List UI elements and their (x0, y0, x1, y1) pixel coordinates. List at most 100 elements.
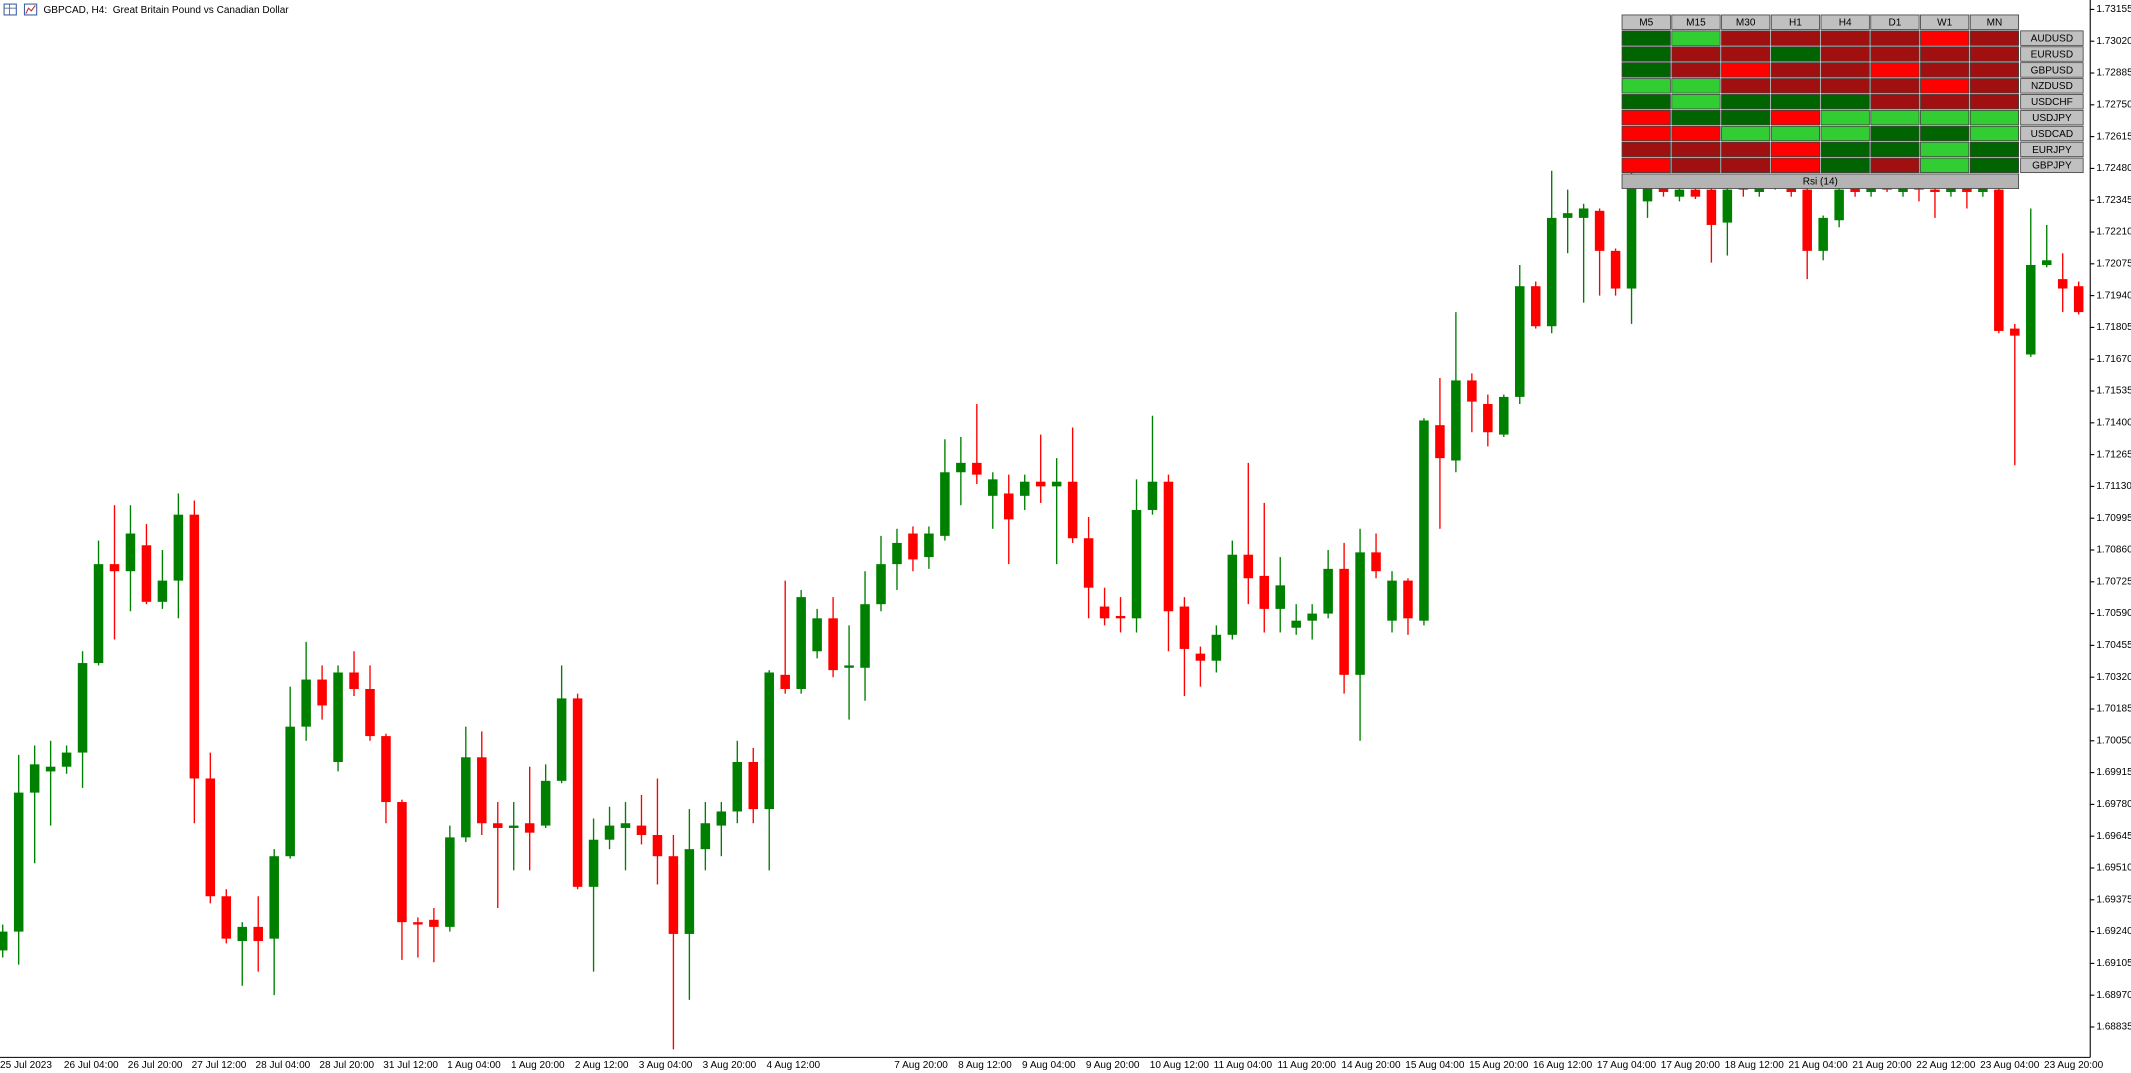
candle-body (492, 823, 503, 828)
candle-body (1674, 189, 1685, 197)
y-tick-label: 1.70320 (2096, 672, 2131, 683)
panel-symbol-cell (2020, 141, 2084, 158)
panel-cell (1820, 157, 1870, 174)
panel-cell (1969, 30, 2020, 46)
x-tick-label: 21 Aug 20:00 (1852, 1060, 1912, 1071)
x-tick-label: 25 Jul 2023 (0, 1060, 52, 1071)
y-tick-label: 1.70455 (2096, 640, 2131, 651)
panel-symbol-cell (2020, 30, 2084, 46)
y-tick-label: 1.70590 (2096, 608, 2131, 619)
candle-body (1530, 286, 1541, 327)
candle-body (1115, 615, 1126, 619)
candle-body (189, 514, 200, 779)
x-tick-label: 1 Aug 20:00 (511, 1060, 565, 1071)
candle-body (253, 926, 263, 942)
candle-body (0, 931, 8, 951)
panel-cell (1870, 125, 1920, 142)
y-tick-label: 1.69645 (2096, 831, 2131, 842)
x-tick-label: 17 Aug 20:00 (1661, 1060, 1721, 1071)
candle-body (221, 896, 232, 939)
panel-cell (1870, 46, 1920, 62)
x-tick-label: 4 Aug 12:00 (767, 1060, 821, 1071)
x-tick-label: 27 Jul 12:00 (192, 1060, 247, 1071)
candle-body (45, 766, 56, 772)
y-tick-label: 1.69915 (2096, 767, 2131, 778)
panel-cell (1969, 157, 2020, 174)
candle-body (892, 542, 902, 565)
panel-cell (1671, 30, 1721, 46)
panel-cell (1721, 109, 1771, 126)
panel-cell (1920, 141, 1970, 158)
candle-body (1818, 217, 1828, 251)
candle-body (796, 597, 806, 689)
y-tick-label: 1.70185 (2096, 704, 2131, 715)
panel-symbol: GBPJPY (2032, 161, 2072, 172)
candle-body (1626, 175, 1637, 289)
candle-body (397, 802, 407, 923)
x-tick-label: 7 Aug 20:00 (894, 1060, 948, 1071)
y-tick-label: 1.72075 (2096, 258, 2131, 269)
panel-header-cell (1671, 14, 1721, 30)
panel-column-label: D1 (1889, 18, 1902, 29)
candle-body (365, 688, 375, 737)
x-tick-label: 8 Aug 12:00 (958, 1060, 1012, 1071)
candle-body (413, 922, 423, 925)
x-tick-label: 2 Aug 12:00 (575, 1060, 629, 1071)
x-tick-label: 18 Aug 12:00 (1725, 1060, 1785, 1071)
title-icons (3, 3, 38, 16)
panel-cell (1721, 94, 1771, 110)
y-tick-label: 1.71940 (2096, 290, 2131, 301)
candle-body (1163, 481, 1174, 612)
y-tick-label: 1.69105 (2096, 958, 2131, 969)
candle-body (684, 849, 695, 934)
y-tick-label: 1.69240 (2096, 926, 2131, 937)
panel-cell (1671, 141, 1721, 158)
panel-cell (1721, 125, 1771, 142)
panel-cell (1770, 62, 1821, 78)
candle-body (1994, 189, 2004, 331)
candle-body (940, 472, 950, 536)
candle-body (780, 674, 790, 689)
candle-body (317, 679, 327, 706)
candle-body (1339, 568, 1349, 675)
panel-cell (1870, 157, 1920, 174)
candle-body (1642, 187, 1653, 202)
candle-body (29, 764, 40, 793)
chart-title: GBPCAD, H4: Great Britain Pound vs Canad… (43, 5, 289, 16)
candle-body (924, 533, 934, 558)
panel-cell (1969, 62, 2020, 78)
panel-cell (1920, 78, 1970, 94)
panel-cell (1870, 78, 1920, 94)
candle-body (636, 825, 647, 836)
y-tick-label: 1.71805 (2096, 322, 2131, 333)
candle-body (1051, 481, 1062, 487)
x-tick-label: 26 Jul 04:00 (64, 1060, 119, 1071)
candle-body (1499, 396, 1509, 435)
y-tick-label: 1.68970 (2096, 990, 2131, 1001)
candle-body (333, 672, 343, 762)
candle-body (61, 752, 72, 767)
candle-body (556, 698, 567, 781)
candle-body (844, 665, 854, 668)
panel-cell (1621, 30, 1671, 46)
panel-cell (1671, 157, 1721, 174)
candle-body (1307, 613, 1317, 621)
candle-body (1690, 189, 1701, 197)
panel-header-cell (1820, 14, 1870, 30)
candle-body (1227, 554, 1238, 635)
candle-body (1546, 217, 1557, 327)
candle-body (1291, 620, 1301, 628)
candle-body (2010, 328, 2020, 336)
candle-body (1722, 189, 1733, 223)
panel-cell (1770, 30, 1821, 46)
candle-body (748, 761, 759, 810)
panel-cell (1721, 78, 1771, 94)
candles (0, 163, 2084, 1050)
candle-body (1099, 606, 1110, 619)
candle-body (1195, 653, 1206, 661)
x-tick-label: 14 Aug 20:00 (1341, 1060, 1401, 1071)
candle-body (1131, 509, 1142, 619)
panel-header-cell (1870, 14, 1920, 30)
